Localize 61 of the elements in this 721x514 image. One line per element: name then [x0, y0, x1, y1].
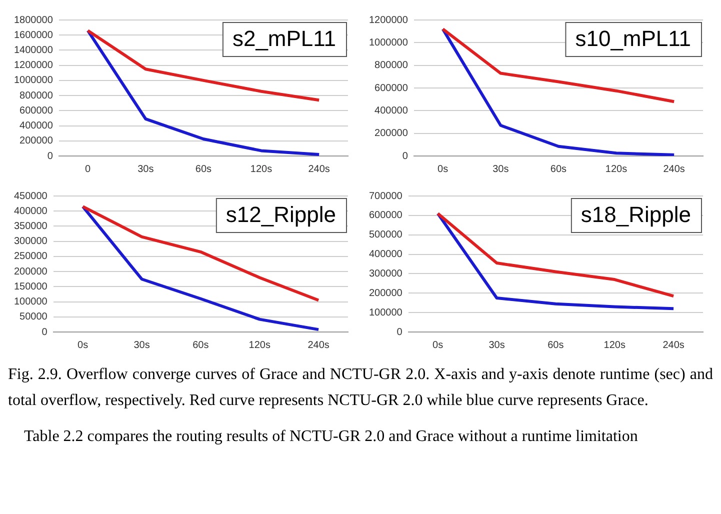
y-tick-label: 1800000: [14, 14, 54, 26]
x-tick-label: 0s: [438, 164, 448, 175]
y-tick-label: 200000: [20, 136, 54, 147]
y-tick-label: 200000: [368, 288, 403, 299]
y-tick-label: 0: [402, 150, 408, 162]
y-tick-label: 400000: [374, 105, 408, 116]
caption: Fig. 2.9. Overflow converge curves of Grace and NCTU-GR 2.0. X-axis and y-axis denote runtime (sec) and total overflow, respectively. Red curve represents NCTU-GR 2.0 while blue curve represents Grace.: [8, 365, 713, 411]
y-tick-label: 200000: [374, 128, 408, 140]
y-tick-label: 150000: [14, 281, 48, 292]
x-tick-label: 30s: [134, 340, 150, 351]
x-tick-label: 30s: [492, 164, 509, 175]
x-tick-label: 240s: [662, 340, 684, 351]
caption: Table 2.2 compares the routing results of NCTU-GR 2.0 and Grace without a runtime limitation: [23, 427, 639, 447]
y-tick-label: 1000000: [368, 37, 408, 48]
x-tick-label: 30s: [138, 164, 154, 175]
y-tick-label: 600000: [368, 210, 403, 222]
y-tick-label: 1600000: [14, 30, 54, 41]
y-tick-label: 800000: [20, 90, 54, 102]
y-tick-label: 450000: [14, 190, 48, 202]
y-tick-label: 600000: [20, 105, 54, 116]
y-tick-label: 0: [42, 326, 48, 338]
y-tick-label: 50000: [20, 312, 48, 323]
y-tick-label: 100000: [14, 296, 48, 308]
x-tick-label: 120s: [604, 340, 626, 351]
x-tick-label: 0: [85, 164, 92, 175]
y-tick-label: 400000: [20, 120, 54, 132]
y-tick-label: 0: [396, 326, 403, 338]
x-tick-label: 60s: [195, 164, 212, 175]
y-tick-label: 500000: [368, 230, 403, 241]
y-tick-label: 600000: [374, 82, 408, 94]
x-tick-label: 120s: [605, 164, 628, 175]
y-tick-label: 350000: [14, 220, 48, 232]
y-tick-label: 1200000: [14, 60, 54, 72]
y-tick-label: 100000: [368, 307, 403, 318]
chart-title: s12_Ripple: [226, 202, 336, 228]
chart-title: s2_mPL11: [232, 26, 336, 52]
y-tick-label: 200000: [14, 266, 48, 278]
x-tick-label: 120s: [250, 164, 272, 175]
x-tick-label: 120s: [248, 340, 270, 351]
y-tick-label: 1000000: [14, 75, 54, 86]
y-tick-label: 1400000: [14, 44, 54, 56]
y-tick-label: 0: [47, 150, 54, 162]
y-tick-label: 800000: [374, 60, 408, 72]
chart-title: s18_Ripple: [580, 202, 692, 228]
x-tick-label: 60s: [192, 340, 209, 351]
x-tick-label: 240s: [663, 164, 685, 175]
y-tick-label: 700000: [368, 190, 403, 202]
y-tick-label: 1200000: [368, 14, 408, 26]
x-tick-label: 0s: [78, 340, 88, 351]
x-tick-label: 60s: [548, 340, 564, 351]
y-tick-label: 300000: [14, 236, 48, 248]
x-tick-label: 60s: [550, 164, 567, 175]
y-tick-label: 400000: [14, 206, 48, 217]
chart-title: s10_mPL11: [575, 26, 691, 52]
x-tick-label: 240s: [308, 164, 330, 175]
y-tick-label: 300000: [368, 268, 403, 280]
x-tick-label: 30s: [488, 340, 505, 351]
y-tick-label: 400000: [368, 249, 403, 260]
x-tick-label: 0s: [432, 340, 444, 351]
x-tick-label: 240s: [308, 340, 330, 351]
y-tick-label: 250000: [14, 251, 48, 262]
